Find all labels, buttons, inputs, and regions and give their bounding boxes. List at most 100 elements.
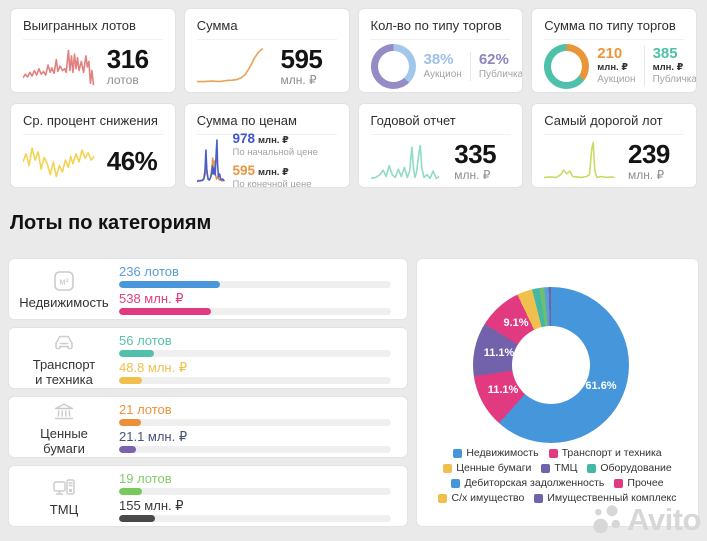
kpi-card-sum-by-prices: Сумма по ценам 978 млн. ₽ По начальной це… [183, 103, 350, 188]
kpi-number-block: 316 лотов [107, 46, 163, 87]
card-body: 210 млн. ₽ Аукцион 385 млн. ₽ Публичка [544, 43, 696, 89]
legend-item: ТМЦ [541, 462, 577, 474]
bar-group: 538 млн. ₽ [119, 291, 391, 315]
avito-logo-icon [591, 503, 624, 536]
card-body: 316 лотов [23, 43, 163, 89]
legend-swatch [587, 463, 597, 473]
legend-label: Оборудование [600, 462, 672, 474]
legend-label: Дебиторская задолженность [464, 477, 605, 489]
kpi-value: 316 [106, 43, 149, 74]
card-title: Сумма по типу торгов [544, 18, 676, 33]
stat-value: 385 [652, 45, 678, 62]
legend-swatch [453, 448, 463, 458]
pie-legend: Недвижимость Транспорт и техника Ценные … [421, 447, 695, 504]
category-panel-real-estate: м² Недвижимость 236 лотов 538 млн. ₽ [8, 258, 408, 320]
bar-group: 48.8 млн. ₽ [119, 360, 391, 384]
bar-track [119, 514, 391, 522]
donut-chart [544, 43, 590, 89]
price-value: 595 [232, 162, 256, 178]
divider [23, 134, 163, 135]
pie-slice-label: 9.1% [503, 317, 529, 329]
legend-swatch [534, 493, 544, 503]
divider [544, 39, 684, 40]
legend-label: Транспорт и техника [561, 447, 662, 459]
stat-caption: Аукцион [597, 74, 636, 85]
kpi-card-sum-by-trade-type: Сумма по типу торгов 210 млн. ₽ Аукцион … [531, 8, 697, 93]
kpi-card-count-by-trade-type: Кол-во по типу торгов 38% Аукцион 62% Пу… [357, 8, 524, 93]
bar-value-label: 236 лотов [119, 263, 179, 279]
category-bars: 56 лотов 48.8 млн. ₽ [119, 330, 407, 387]
bar-fill [119, 445, 137, 453]
kpi-value: 595 [280, 43, 323, 74]
bar-track [119, 487, 391, 495]
pie-slice-label: 11.1% [487, 384, 519, 396]
category-list: м² Недвижимость 236 лотов 538 млн. ₽ [8, 258, 408, 527]
card-title: Выигранных лотов [23, 18, 136, 33]
stat-value: 210 [597, 45, 623, 62]
bar-track [119, 349, 391, 357]
kpi-card-annual-report: Годовой отчет 335 млн. ₽ [357, 103, 524, 188]
bar-track [119, 376, 391, 384]
legend-swatch [614, 478, 624, 488]
legend-label: ТМЦ [554, 462, 578, 474]
stat-auction: 38% Аукцион [416, 51, 470, 81]
legend-swatch [438, 493, 448, 503]
legend-label: Прочее [627, 477, 664, 489]
kpi-cards-grid: Выигранных лотов 316 лотов Сумма 595 млн… [10, 8, 697, 188]
card-title: Сумма [196, 18, 238, 33]
vertical-divider [469, 51, 471, 81]
kpi-number-block: 335 млн. ₽ [454, 141, 510, 182]
bar-value-label: 19 лотов [119, 470, 172, 486]
card-body: 46% [23, 138, 163, 184]
card-title: Кол-во по типу торгов [370, 18, 502, 33]
pc-icon [51, 475, 77, 501]
bank-icon [51, 399, 77, 425]
card-body: 38% Аукцион 62% Публичка [370, 43, 522, 89]
legend-swatch [443, 463, 453, 473]
categories-pie-panel: 61.6% 11.1% 11.1% 9.1% Недвижимость Тран… [416, 258, 699, 527]
stat-caption: Публичка [652, 74, 697, 85]
category-side: Ценные бумаги [9, 399, 119, 456]
bar-value-label: 155 млн. ₽ [119, 497, 184, 513]
card-title: Сумма по ценам [196, 113, 297, 128]
legend-swatch [451, 478, 461, 488]
sparkline-chart [371, 140, 447, 182]
legend-label: Ценные бумаги [456, 462, 532, 474]
stat-unit: млн. ₽ [652, 62, 684, 73]
sparkline-chart [197, 45, 273, 87]
legend-item: Ценные бумаги [443, 462, 531, 474]
card-title: Ср. процент снижения [23, 113, 158, 128]
bar-group: 21 лотов [119, 402, 391, 426]
category-side: м² Недвижимость [9, 268, 119, 310]
sparkline-chart [23, 45, 99, 87]
bar-value-label: 21.1 млн. ₽ [119, 428, 188, 444]
legend-label: Имущественный комплекс [547, 492, 677, 504]
category-panel-transport: Транспорт и техника 56 лотов 48.8 млн. ₽ [8, 327, 408, 389]
stat-public: 62% Публичка [471, 50, 524, 81]
divider [196, 134, 337, 135]
card-body: 595 млн. ₽ [197, 43, 337, 89]
card-body: 978 млн. ₽ По начальной цене 595 млн. ₽ По… [197, 131, 337, 187]
category-panel-tmc: ТМЦ 19 лотов 155 млн. ₽ [8, 465, 408, 527]
svg-text:м²: м² [59, 277, 68, 287]
stat-value: 62% [478, 50, 509, 68]
card-body: 239 млн. ₽ [544, 138, 684, 184]
price-caption: По конечной цене [232, 178, 312, 188]
donut-stats: 38% Аукцион 62% Публичка [416, 50, 524, 81]
bar-track [119, 445, 391, 453]
bar-group: 19 лотов [119, 471, 391, 495]
kpi-unit: млн. ₽ [280, 72, 317, 87]
donut-stats: 210 млн. ₽ Аукцион 385 млн. ₽ Публичка [589, 45, 697, 86]
divider [370, 39, 511, 40]
kpi-value: 335 [454, 138, 497, 169]
stat-caption: Публичка [478, 68, 524, 80]
divider [23, 39, 163, 40]
stat-public: 385 млн. ₽ Публичка [645, 45, 697, 86]
car-icon [51, 330, 77, 356]
category-label: ТМЦ [49, 502, 79, 517]
section-title: Лоты по категориям [10, 212, 212, 234]
category-label: Ценные бумаги [40, 425, 88, 456]
card-body: 335 млн. ₽ [371, 138, 511, 184]
stat-unit: млн. ₽ [597, 62, 628, 73]
